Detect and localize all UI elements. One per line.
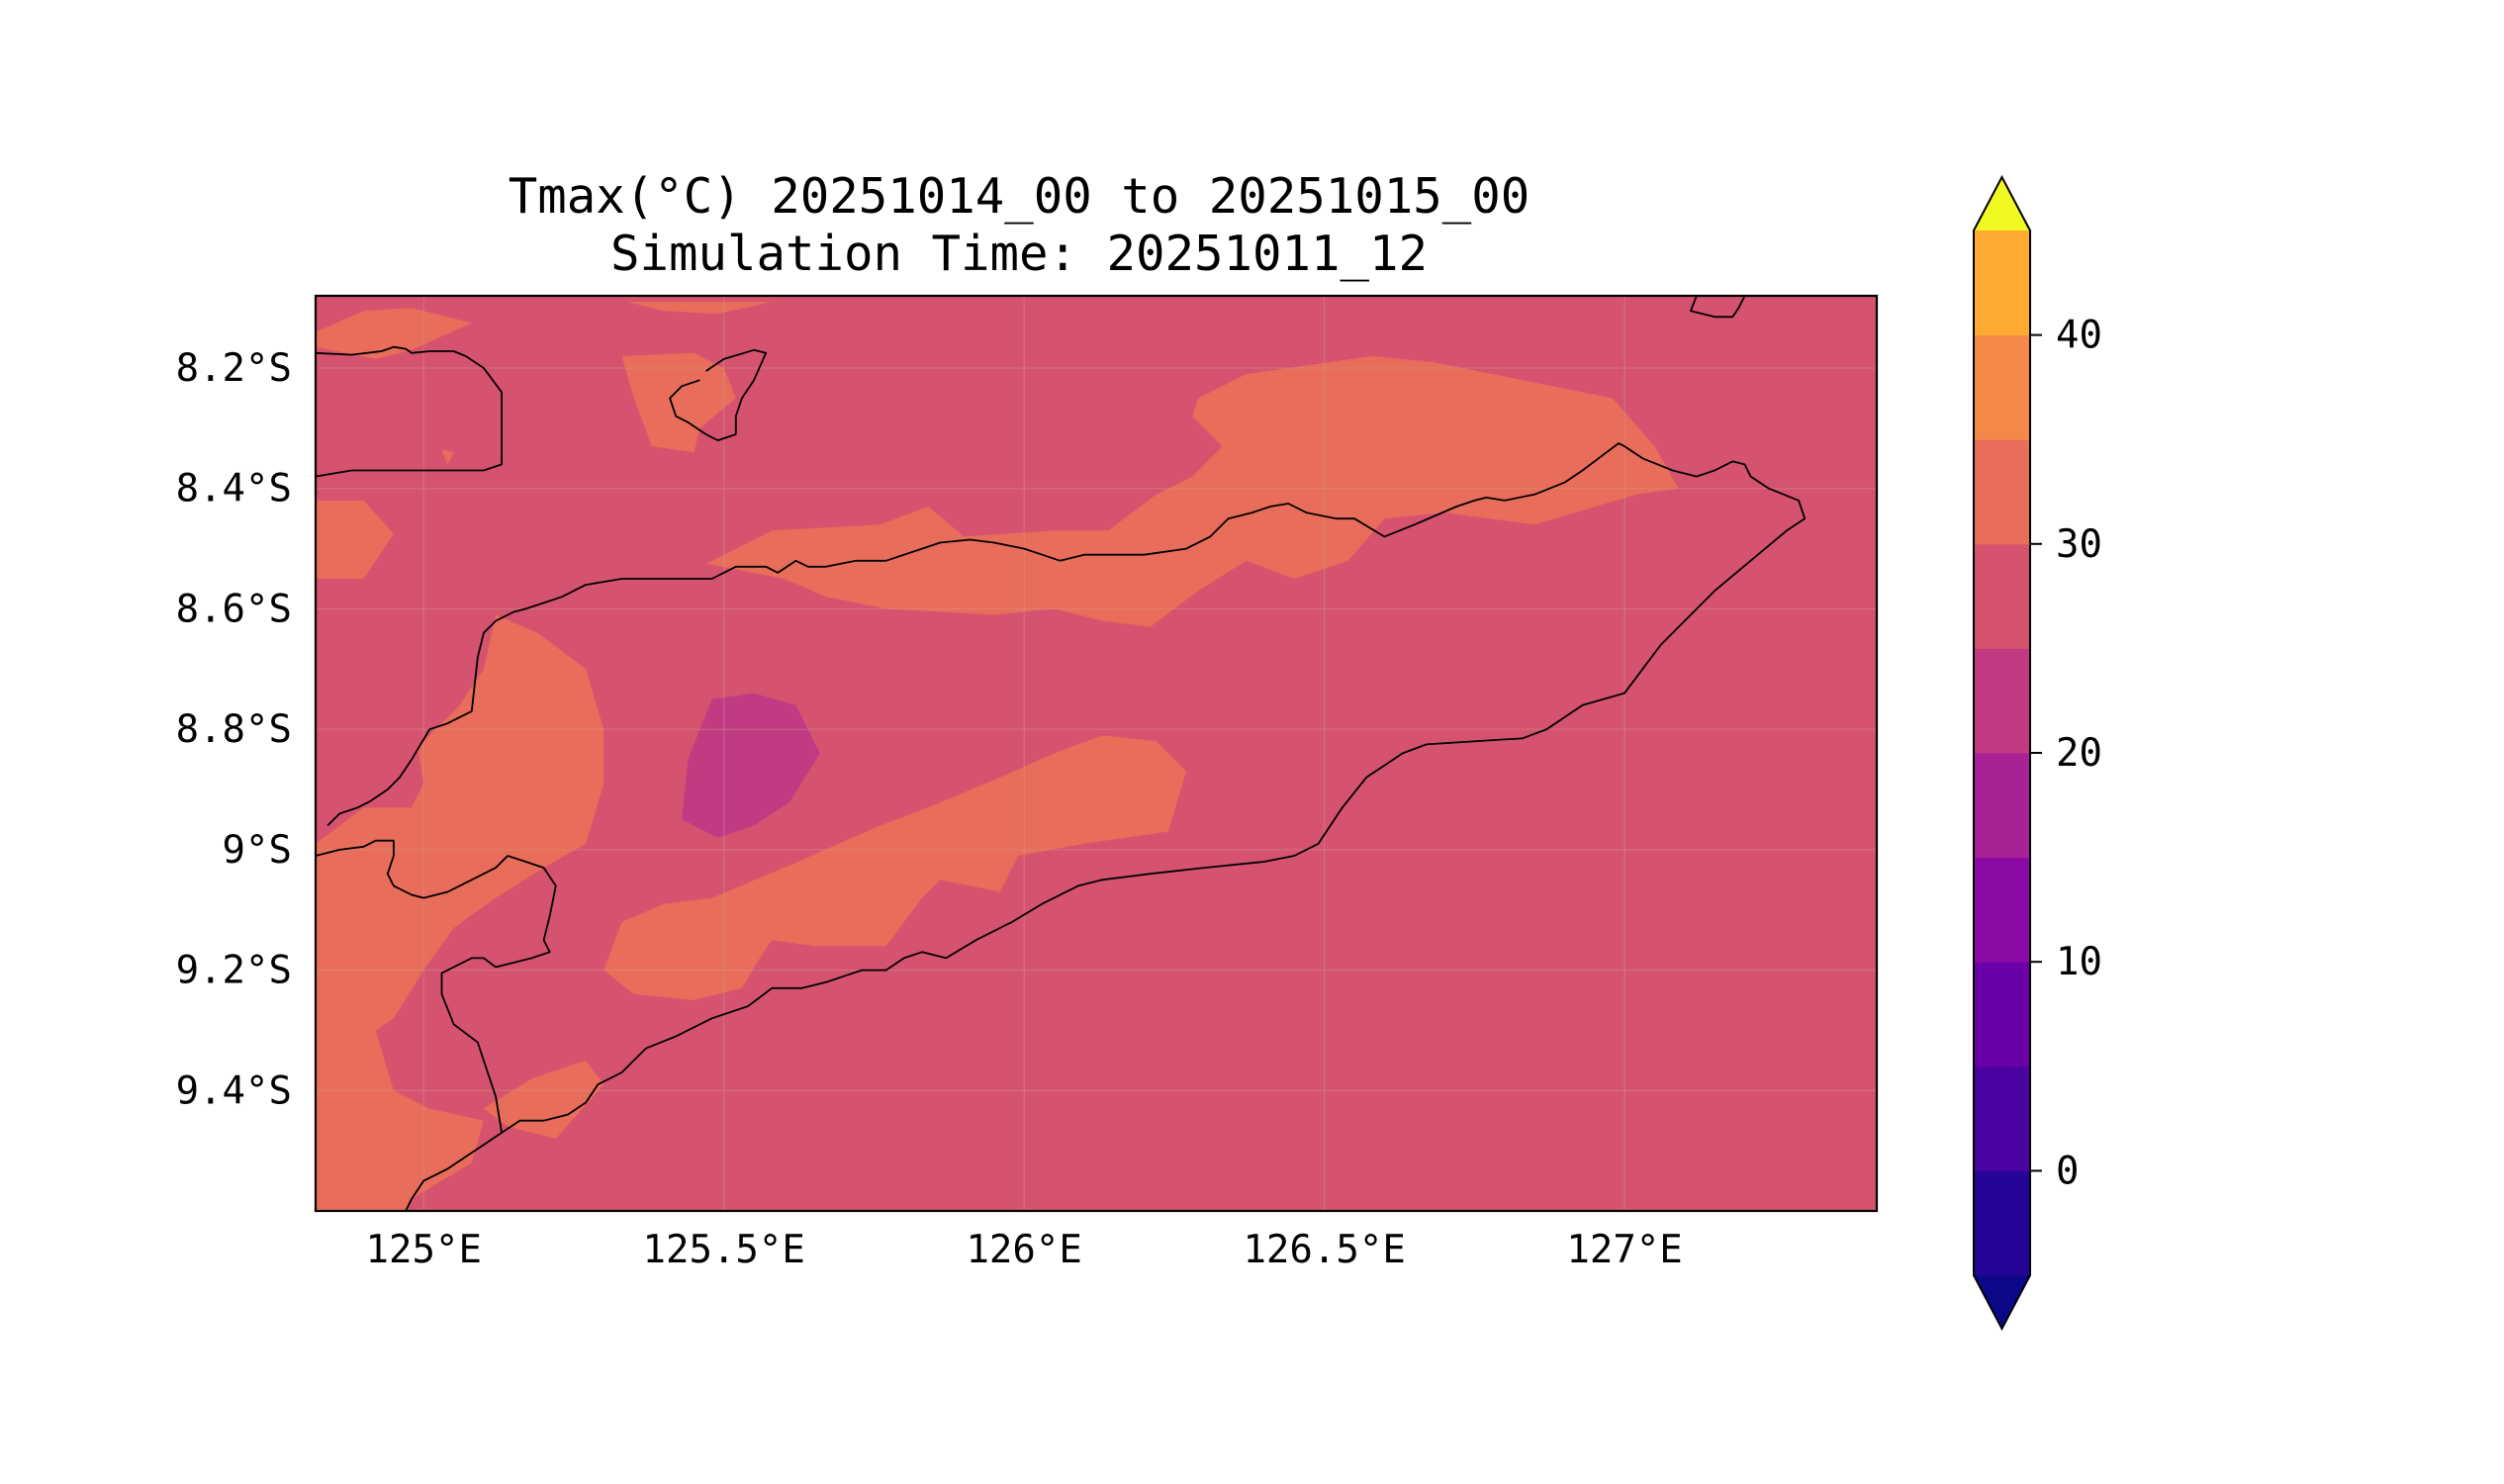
x-tick-label: 127°E [1566,1228,1682,1272]
colorbar-tick-label: 30 [2056,522,2102,567]
y-tick-label: 8.8°S [176,707,292,752]
y-axis-ticks: 8.2°S 8.4°S 8.6°S 8.8°S 9°S 9.2°S 9.4°S [176,346,292,1113]
coastline-1 [669,348,768,442]
contour-region-7 [483,1060,604,1139]
colorbar-segment [1974,439,2030,545]
contour-region-3 [441,449,454,465]
x-axis-ticks: 125°E 125.5°E 126°E 126.5°E 127°E [366,1228,1683,1272]
contour-region-2 [627,302,773,315]
colorbar-segment [1974,648,2030,754]
colorbar-segment [1974,753,2030,859]
coastline-5 [326,442,1807,1134]
contour-region-5 [705,355,1679,627]
contour-region-4 [316,500,394,579]
colorbar-tick-label: 20 [2056,731,2102,776]
contour-region-0 [316,308,472,359]
colorbar-tick-label: 0 [2056,1149,2079,1193]
coastlines [316,296,1807,1211]
map-frame [314,294,1879,1213]
x-tick-label: 125°E [366,1228,482,1272]
colorbar-segment [1974,231,2030,336]
colorbar-segment [1974,1066,2030,1171]
chart-title-line-1: Tmax(°C) 20251014_00 to 20251015_00 [508,168,1530,225]
contour-region-6 [316,614,604,1211]
coastline-2 [1690,296,1746,319]
colorbar-extend-bottom [1974,1275,2030,1329]
colorbar-segment [1974,334,2030,440]
colorbar-segment [1974,1170,2030,1276]
colorbar-segment [1974,543,2030,649]
colorbar-tick-label: 10 [2056,940,2102,984]
gridlines [316,296,1877,1211]
colorbar-segment [1974,857,2030,963]
y-tick-label: 9.4°S [176,1068,292,1113]
colorbar: 0 10 20 30 40 [1973,174,2102,1332]
contour-region-8 [603,735,1186,1000]
colorbar-outline [1973,174,2031,1332]
contour-region-1 [621,352,736,453]
y-tick-label: 9.2°S [176,949,292,993]
coastline-3 [316,839,509,899]
contour-region-9 [682,693,820,838]
map-panel: 125°E 125.5°E 126°E 126.5°E 127°E 8.2°S 8.4°S… [176,294,1879,1272]
chart-title-line-2: Simulation Time: 20251011_12 [609,226,1428,282]
y-tick-label: 8.4°S [176,467,292,511]
y-tick-label: 8.6°S [176,587,292,631]
y-tick-label: 8.2°S [176,346,292,391]
y-tick-label: 9°S [223,828,292,873]
coastline-0 [316,345,504,478]
temperature-fields [316,302,1679,1211]
colorbar-segment [1974,962,2030,1067]
x-tick-label: 126°E [966,1228,1081,1272]
x-tick-label: 126.5°E [1243,1228,1405,1272]
coastline-4 [405,855,557,1211]
x-tick-label: 125.5°E [643,1228,805,1272]
colorbar-extend-top [1974,177,2030,231]
colorbar-tick-label: 40 [2056,314,2102,358]
